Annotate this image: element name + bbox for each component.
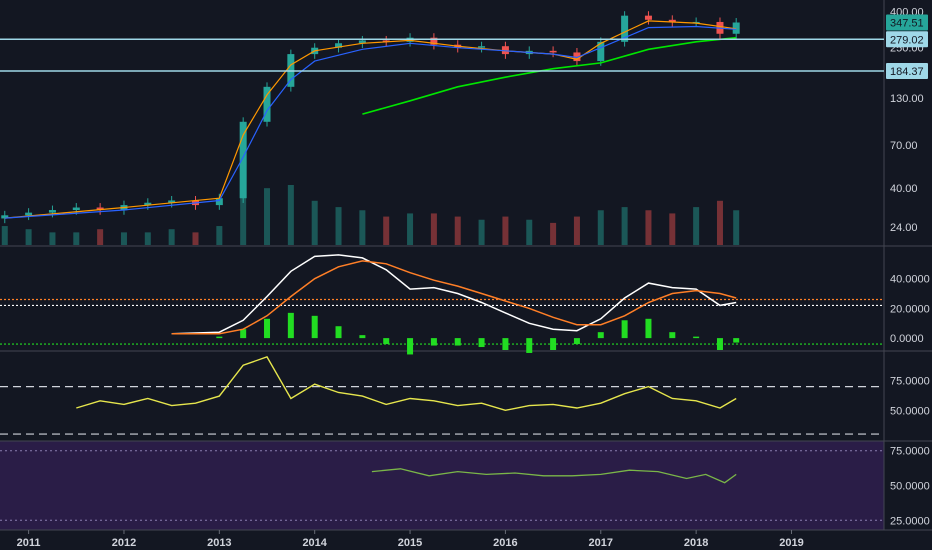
time-axis-tick-label: 2016 [493,537,517,549]
volume-bar [598,210,604,245]
time-axis-tick-label: 2014 [302,537,327,549]
price-series-line-1 [5,21,736,218]
macd-histogram-bar [733,338,739,342]
macd-histogram-bar [359,335,365,338]
candle-body [478,46,485,48]
volume-bar [216,226,222,245]
volume-bar [383,217,389,245]
macd-axis-tick-label: 20.0000 [890,303,930,315]
volume-bar [407,213,413,245]
time-axis-tick-label: 2017 [589,537,613,549]
volume-bar [2,226,8,245]
volume-bar [49,232,55,245]
volume-bar [431,213,437,245]
volume-bar [169,229,175,245]
volume-bar [479,220,485,245]
price-badge-label: 184.37 [890,66,924,78]
volume-bar [455,217,461,245]
volume-bar [97,229,103,245]
macd-histogram-bar [669,332,675,338]
price-series-line-3 [362,38,736,114]
volume-bar [73,232,79,245]
volume-bar [312,201,318,245]
macd-histogram-bar [479,338,485,347]
macd-histogram-bar [598,332,604,338]
candle-body [240,122,247,198]
volume-bar [502,217,508,245]
macd-histogram-bar [336,326,342,338]
candle-body [73,208,80,211]
macd-histogram-bar [502,338,508,350]
price-axis-tick-label: 24.00 [890,222,918,234]
price-axis-tick-label: 130.00 [890,93,924,105]
volume-bar [645,210,651,245]
macd-histogram-bar [550,338,556,350]
candle-body [645,16,652,20]
price-axis-tick-label: 40.00 [890,183,918,195]
volume-bar [336,207,342,245]
volume-bar [693,207,699,245]
macd-axis-tick-label: 40.0000 [890,274,930,286]
volume-bar [717,201,723,245]
macd-histogram-bar [383,338,389,344]
macd-histogram-bar [574,338,580,344]
time-axis-tick-label: 2012 [112,537,136,549]
macd-histogram-bar [431,338,437,345]
volume-bar [26,229,32,245]
time-axis-tick-label: 2018 [684,537,708,549]
time-axis-tick-label: 2011 [17,537,41,549]
volume-bar [121,232,127,245]
volume-bar [622,207,628,245]
macd-histogram-bar [717,338,723,350]
price-axis-tick-label: 70.00 [890,140,918,152]
volume-bar [288,185,294,245]
volume-bar [550,223,556,245]
volume-bar [526,220,532,245]
macd-histogram-bar [645,319,651,338]
price-badge-label: 347.51 [890,18,924,30]
macd-histogram-bar [407,338,413,354]
volume-bar [359,210,365,245]
lower-axis-tick-label: 75.0000 [890,446,930,458]
candle-body [25,213,32,216]
macd-histogram-bar [264,319,270,338]
macd-axis-tick-label: 0.0000 [890,333,924,345]
rsi-axis-tick-label: 50.0000 [890,405,930,417]
lower-panel-background [0,441,884,530]
macd-histogram-bar [312,316,318,338]
time-axis-tick-label: 2015 [398,537,422,549]
macd-histogram-bar [455,338,461,345]
volume-bar [264,188,270,245]
candle-body [49,210,56,213]
volume-bar [669,213,675,245]
price-badge-label: 279.02 [890,34,924,46]
time-axis-tick-label: 2013 [207,537,231,549]
volume-bar [733,210,739,245]
lower-axis-tick-label: 25.0000 [890,515,930,527]
rsi-line [76,357,736,410]
macd-histogram-bar [693,337,699,338]
macd-histogram-bar [526,338,532,353]
candle-body [550,51,557,53]
volume-bar [574,217,580,245]
macd-histogram-bar [240,329,246,338]
time-axis-tick-label: 2019 [779,537,803,549]
macd-histogram-bar [288,313,294,338]
signal-line [172,261,737,334]
volume-bar [192,232,198,245]
volume-bar [145,232,151,245]
macd-histogram-bar [622,320,628,338]
rsi-axis-tick-label: 75.0000 [890,376,930,388]
macd-histogram-bar [216,337,222,338]
lower-axis-tick-label: 50.0000 [890,481,930,493]
